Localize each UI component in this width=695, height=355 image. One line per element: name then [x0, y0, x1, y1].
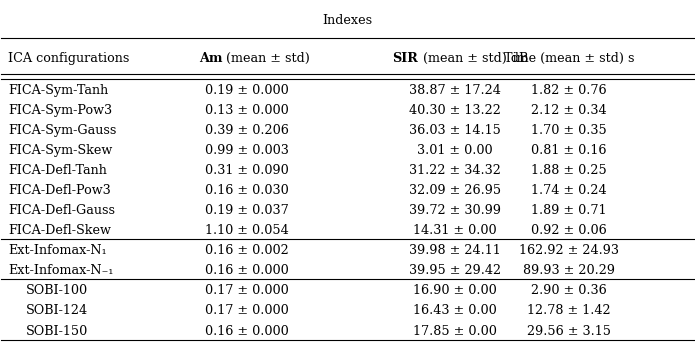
Text: 0.16 ± 0.000: 0.16 ± 0.000: [205, 324, 289, 338]
Text: FICA-Sym-Tanh: FICA-Sym-Tanh: [8, 84, 108, 97]
Text: Ext-Infomax-N₁: Ext-Infomax-N₁: [8, 244, 107, 257]
Text: 17.85 ± 0.00: 17.85 ± 0.00: [413, 324, 497, 338]
Text: SOBI-124: SOBI-124: [26, 305, 88, 317]
Text: 0.17 ± 0.000: 0.17 ± 0.000: [205, 284, 289, 297]
Text: FICA-Defl-Pow3: FICA-Defl-Pow3: [8, 184, 111, 197]
Text: 40.30 ± 13.22: 40.30 ± 13.22: [409, 104, 500, 117]
Text: FICA-Sym-Pow3: FICA-Sym-Pow3: [8, 104, 113, 117]
Text: 2.12 ± 0.34: 2.12 ± 0.34: [531, 104, 607, 117]
Text: (mean ± std) dB: (mean ± std) dB: [419, 52, 528, 65]
Text: 0.16 ± 0.000: 0.16 ± 0.000: [205, 264, 289, 277]
Text: 1.82 ± 0.76: 1.82 ± 0.76: [531, 84, 607, 97]
Text: SOBI-150: SOBI-150: [26, 324, 88, 338]
Text: 0.99 ± 0.003: 0.99 ± 0.003: [205, 144, 289, 157]
Text: Ext-Infomax-N₋₁: Ext-Infomax-N₋₁: [8, 264, 114, 277]
Text: 1.74 ± 0.24: 1.74 ± 0.24: [531, 184, 607, 197]
Text: 29.56 ± 3.15: 29.56 ± 3.15: [527, 324, 611, 338]
Text: 0.16 ± 0.002: 0.16 ± 0.002: [205, 244, 289, 257]
Text: 0.31 ± 0.090: 0.31 ± 0.090: [205, 164, 289, 177]
Text: 0.81 ± 0.16: 0.81 ± 0.16: [531, 144, 607, 157]
Text: 14.31 ± 0.00: 14.31 ± 0.00: [413, 224, 497, 237]
Text: 89.93 ± 20.29: 89.93 ± 20.29: [523, 264, 615, 277]
Text: FICA-Defl-Tanh: FICA-Defl-Tanh: [8, 164, 107, 177]
Text: 0.19 ± 0.000: 0.19 ± 0.000: [205, 84, 289, 97]
Text: 38.87 ± 17.24: 38.87 ± 17.24: [409, 84, 500, 97]
Text: FICA-Defl-Gauss: FICA-Defl-Gauss: [8, 204, 115, 217]
Text: 1.88 ± 0.25: 1.88 ± 0.25: [531, 164, 607, 177]
Text: 3.01 ± 0.00: 3.01 ± 0.00: [417, 144, 493, 157]
Text: 0.39 ± 0.206: 0.39 ± 0.206: [205, 124, 289, 137]
Text: 0.92 ± 0.06: 0.92 ± 0.06: [531, 224, 607, 237]
Text: Am: Am: [199, 52, 222, 65]
Text: 16.43 ± 0.00: 16.43 ± 0.00: [413, 305, 497, 317]
Text: 36.03 ± 14.15: 36.03 ± 14.15: [409, 124, 500, 137]
Text: 2.90 ± 0.36: 2.90 ± 0.36: [531, 284, 607, 297]
Text: 39.72 ± 30.99: 39.72 ± 30.99: [409, 204, 501, 217]
Text: 39.98 ± 24.11: 39.98 ± 24.11: [409, 244, 500, 257]
Text: Time (mean ± std) s: Time (mean ± std) s: [504, 52, 635, 65]
Text: 39.95 ± 29.42: 39.95 ± 29.42: [409, 264, 501, 277]
Text: 31.22 ± 34.32: 31.22 ± 34.32: [409, 164, 500, 177]
Text: FICA-Sym-Gauss: FICA-Sym-Gauss: [8, 124, 117, 137]
Text: SIR: SIR: [393, 52, 418, 65]
Text: 1.89 ± 0.71: 1.89 ± 0.71: [531, 204, 607, 217]
Text: FICA-Defl-Skew: FICA-Defl-Skew: [8, 224, 111, 237]
Text: 16.90 ± 0.00: 16.90 ± 0.00: [413, 284, 497, 297]
Text: SOBI-100: SOBI-100: [26, 284, 88, 297]
Text: 0.13 ± 0.000: 0.13 ± 0.000: [205, 104, 289, 117]
Text: 0.16 ± 0.030: 0.16 ± 0.030: [205, 184, 289, 197]
Text: 12.78 ± 1.42: 12.78 ± 1.42: [528, 305, 611, 317]
Text: 32.09 ± 26.95: 32.09 ± 26.95: [409, 184, 501, 197]
Text: Indexes: Indexes: [322, 14, 373, 27]
Text: 0.17 ± 0.000: 0.17 ± 0.000: [205, 305, 289, 317]
Text: 1.10 ± 0.054: 1.10 ± 0.054: [205, 224, 289, 237]
Text: FICA-Sym-Skew: FICA-Sym-Skew: [8, 144, 113, 157]
Text: ICA configurations: ICA configurations: [8, 52, 130, 65]
Text: 162.92 ± 24.93: 162.92 ± 24.93: [519, 244, 619, 257]
Text: 1.70 ± 0.35: 1.70 ± 0.35: [531, 124, 607, 137]
Text: (mean ± std): (mean ± std): [222, 52, 309, 65]
Text: 0.19 ± 0.037: 0.19 ± 0.037: [205, 204, 289, 217]
